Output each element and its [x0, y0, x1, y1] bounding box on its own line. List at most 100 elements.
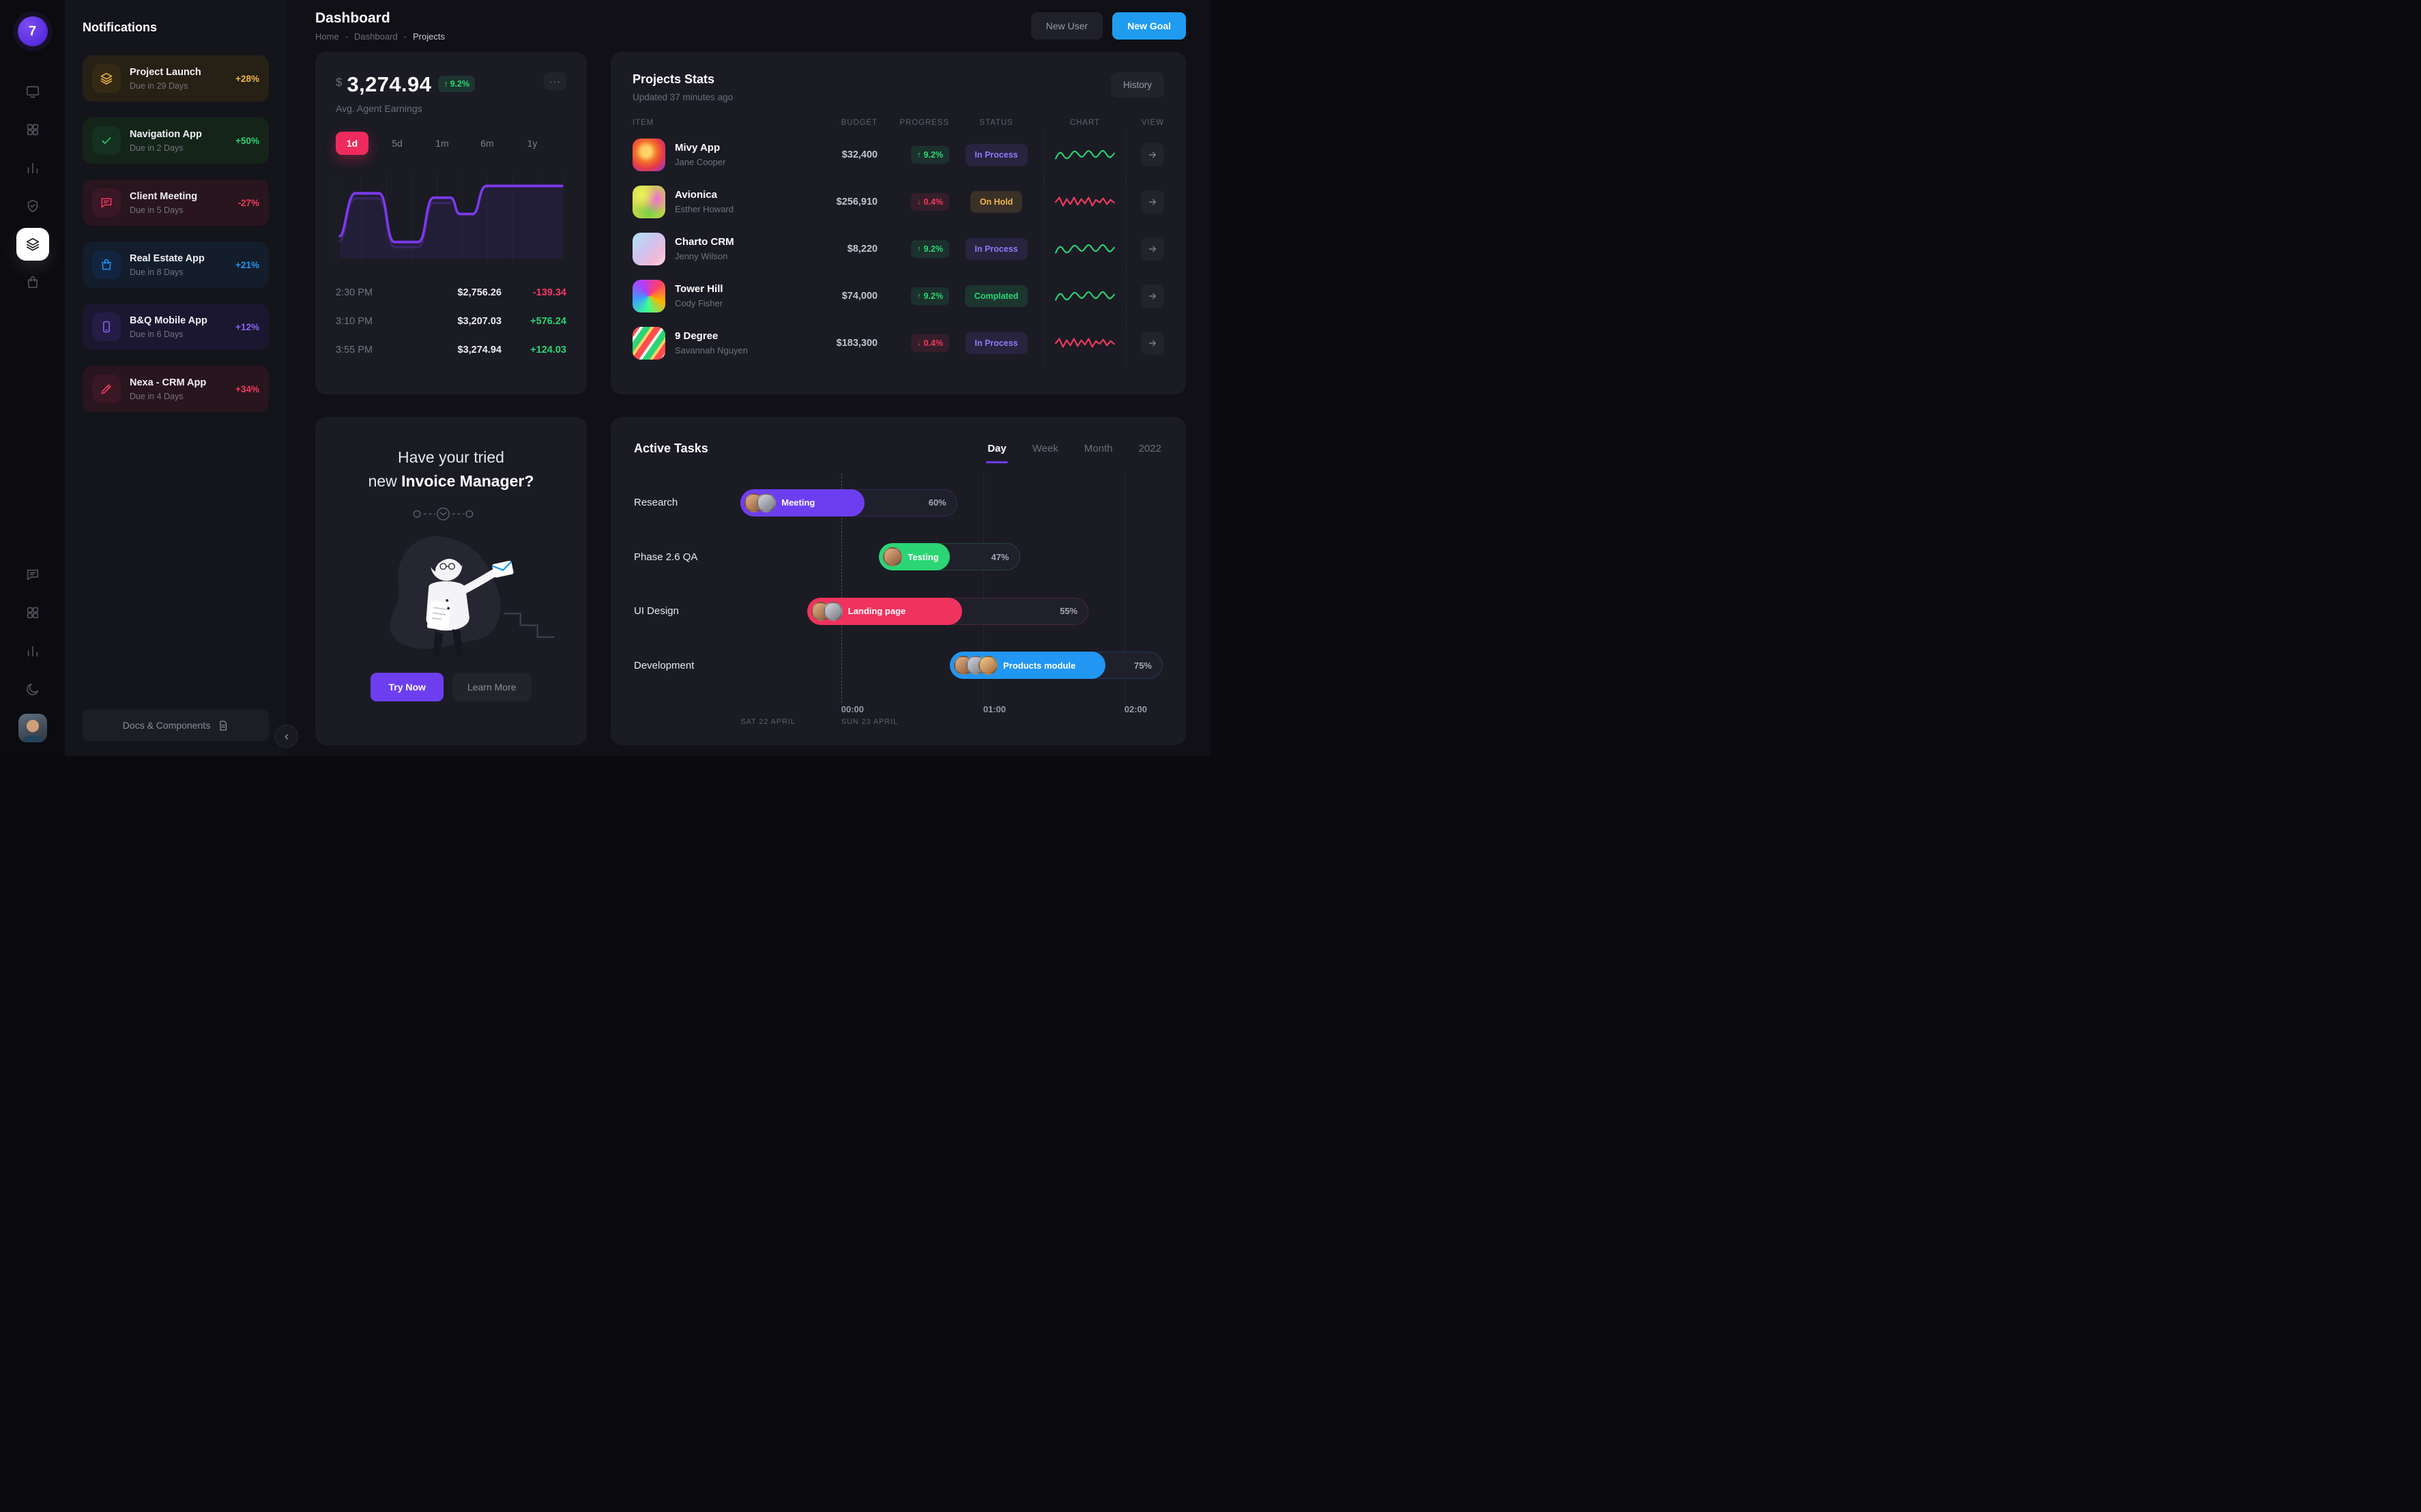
arrow-right-icon: [1147, 244, 1158, 255]
projects-updated: Updated 37 minutes ago: [633, 92, 734, 102]
range-tab-1d[interactable]: 1d: [336, 132, 368, 155]
rail-bottom-apps-icon[interactable]: [16, 596, 49, 629]
earnings-menu-button[interactable]: ···: [544, 72, 566, 90]
new-user-button[interactable]: New User: [1030, 12, 1103, 40]
gantt-row: Research 60% Meeting: [634, 483, 1163, 523]
notification-card[interactable]: B&Q Mobile App Due in 6 Days +12%: [83, 304, 269, 350]
collapse-panel-button[interactable]: ‹: [275, 725, 298, 748]
arrow-down-icon: ↓: [917, 197, 921, 206]
notification-list: Project Launch Due in 29 Days +28% Navigati…: [83, 55, 269, 412]
column-header: CHART: [1069, 119, 1100, 127]
project-name: Charto CRM: [675, 236, 734, 248]
task-pill[interactable]: Landing page: [807, 597, 963, 625]
task-label: Development: [634, 659, 695, 671]
project-thumbnail: [633, 326, 665, 360]
project-sparkline: [1043, 272, 1127, 319]
project-name: Avionica: [675, 189, 717, 201]
project-budget: $74,000: [841, 290, 878, 302]
history-button[interactable]: History: [1110, 72, 1164, 98]
range-tab-5d[interactable]: 5d: [381, 132, 414, 155]
range-tab-1m[interactable]: 1m: [426, 132, 459, 155]
user-avatar[interactable]: [18, 714, 47, 742]
gridline: [983, 474, 984, 703]
breadcrumb-item[interactable]: Dashboard: [354, 31, 398, 42]
task-pill[interactable]: Meeting: [740, 489, 865, 517]
doc-icon: [217, 720, 229, 731]
project-thumbnail: [633, 185, 665, 218]
rail-top-shield-icon[interactable]: [16, 190, 49, 222]
view-project-button[interactable]: [1141, 237, 1164, 261]
task-percent: 60%: [928, 497, 946, 508]
axis-day: SAT 22 APRIL: [740, 718, 796, 726]
tab-month[interactable]: Month: [1083, 436, 1114, 461]
range-tab-6m[interactable]: 6m: [471, 132, 504, 155]
docs-components-button[interactable]: Docs & Components: [83, 710, 269, 741]
arrow-right-icon: [1147, 338, 1158, 349]
task-percent: 47%: [991, 551, 1009, 562]
notification-card[interactable]: Project Launch Due in 29 Days +28%: [83, 55, 269, 102]
arrow-up-icon: ↑: [917, 244, 921, 253]
project-name: Mivy App: [675, 142, 721, 154]
earnings-delta-badge: ↑ 9.2%: [438, 76, 476, 92]
range-tab-1y[interactable]: 1y: [516, 132, 549, 155]
rail-top-apps-icon[interactable]: [16, 113, 49, 146]
learn-more-button[interactable]: Learn More: [452, 673, 532, 701]
rail-bottom-bars-icon[interactable]: [16, 635, 49, 667]
status-badge: In Process: [965, 332, 1028, 354]
project-thumbnail: [633, 232, 665, 265]
breadcrumb-item[interactable]: Home: [315, 31, 339, 42]
tab-week[interactable]: Week: [1031, 436, 1060, 461]
notification-card[interactable]: Navigation App Due in 2 Days +50%: [83, 117, 269, 164]
try-now-button[interactable]: Try Now: [371, 673, 444, 701]
notification-title: Navigation App: [130, 128, 202, 140]
project-row[interactable]: 9 Degree Savannah Nguyen $183,300 ↓ 0.4% In P…: [633, 319, 1164, 366]
tab-2022[interactable]: 2022: [1137, 436, 1163, 461]
rail-top-devices-icon[interactable]: [16, 75, 49, 108]
rail-top-bars-icon[interactable]: [16, 151, 49, 184]
app-logo[interactable]: 7: [17, 16, 48, 46]
avatar: [823, 601, 843, 621]
project-owner: Esther Howard: [675, 204, 734, 214]
notification-due: Due in 4 Days: [130, 391, 184, 401]
project-sparkline: [1043, 225, 1127, 272]
notification-card[interactable]: Client Meeting Due in 5 Days -27%: [83, 179, 269, 226]
notification-delta: +50%: [235, 135, 259, 146]
rail-top-bag-icon[interactable]: [16, 266, 49, 299]
task-percent: 75%: [1133, 660, 1152, 671]
task-pill[interactable]: Testing: [879, 543, 950, 571]
view-project-button[interactable]: [1141, 331, 1164, 355]
task-pill[interactable]: Products module: [950, 652, 1105, 680]
new-goal-button[interactable]: New Goal: [1112, 12, 1186, 40]
earnings-value: $2,756.26: [457, 287, 502, 298]
gantt-gridlines: [736, 474, 1163, 703]
project-row[interactable]: Mivy App Jane Cooper $32,400 ↑ 9.2% In Proces…: [633, 131, 1164, 178]
axis-time: [740, 704, 795, 716]
arrow-right-icon: [1147, 197, 1158, 207]
status-badge: On Hold: [970, 190, 1023, 213]
gantt-row: UI Design 55% Landing page: [634, 592, 1163, 631]
tab-day[interactable]: Day: [986, 436, 1008, 463]
breadcrumb-item[interactable]: Projects: [412, 31, 445, 42]
view-project-button[interactable]: [1141, 284, 1164, 308]
notification-title: Project Launch: [130, 66, 201, 78]
arrow-left-icon: ‹: [285, 729, 289, 743]
project-row[interactable]: Charto CRM Jenny Wilson $8,220 ↑ 9.2% In Proc…: [633, 225, 1164, 272]
project-row[interactable]: Tower Hill Cody Fisher $74,000 ↑ 9.2% Complat…: [633, 272, 1164, 319]
notification-delta: +28%: [235, 73, 259, 84]
view-project-button[interactable]: [1141, 143, 1164, 166]
earnings-row: 3:10 PM $3,207.03 +576.24: [336, 316, 566, 327]
rail-bottom-moon-icon[interactable]: [16, 673, 49, 706]
project-budget: $32,400: [841, 149, 878, 160]
status-badge: Complated: [964, 285, 1028, 307]
main-content: Dashboard Home - Dashboard - Projects New Us…: [287, 0, 1210, 756]
notification-card[interactable]: Nexa - CRM App Due in 4 Days +34%: [83, 366, 269, 412]
project-row[interactable]: Avionica Esther Howard $256,910 ↓ 0.4% On Hol…: [633, 178, 1164, 225]
rail-bottom-chat-icon[interactable]: [16, 558, 49, 591]
task-pill-label: Meeting: [781, 497, 815, 508]
arrow-up-icon: ↑: [917, 150, 921, 159]
view-project-button[interactable]: [1141, 190, 1164, 214]
notification-card[interactable]: Real Estate App Due in 8 Days +21%: [83, 242, 269, 288]
progress-indicator: ↓ 0.4%: [911, 334, 950, 352]
notification-title: Client Meeting: [130, 190, 198, 202]
rail-top-layers-icon[interactable]: [16, 228, 49, 261]
